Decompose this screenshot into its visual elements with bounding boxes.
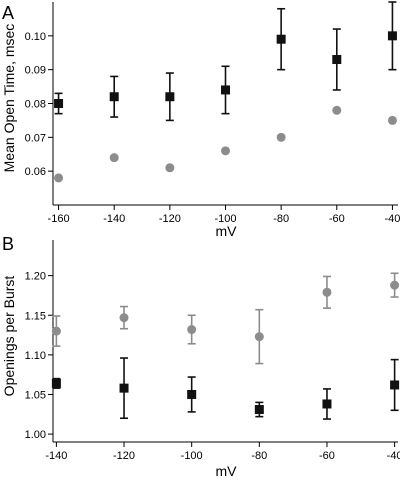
panel-b-y-tick-label: 1.15 xyxy=(25,310,46,322)
panel-a-y-tick-label: 0.06 xyxy=(25,166,46,178)
panel-a-x-tick-label: -40 xyxy=(384,213,400,225)
panel-a-y-tick-label: 0.10 xyxy=(25,31,46,43)
panel-a-y-tick-label: 0.07 xyxy=(25,132,46,144)
panel-a-y-tick-label: 0.09 xyxy=(25,65,46,77)
panel-a-circle-point xyxy=(165,163,175,173)
panel-b-x-axis-title: mV xyxy=(216,463,238,479)
panel-b-circle-point xyxy=(390,280,400,290)
panel-b-circle-point xyxy=(254,332,264,342)
panel-a-x-tick-label: -80 xyxy=(273,213,289,225)
panel-a: A Mean Open Time, msec mV 0.06 0.07 0.08 0.… xyxy=(1,1,400,239)
panel-a-x-tick-label: -160 xyxy=(48,213,70,225)
panel-a-x-tick-label: -100 xyxy=(214,213,236,225)
panel-b-square-point xyxy=(390,380,400,390)
panel-a-circle-point xyxy=(332,105,342,115)
panel-b-square-point xyxy=(187,389,197,399)
panel-b-x-tick-label: -60 xyxy=(319,450,335,462)
panel-b: B Openings per Burst mV 1.00 1.05 1.10 1.15… xyxy=(1,234,400,479)
panel-b-label: B xyxy=(2,234,14,254)
panel-b-x-tick-label: -140 xyxy=(45,450,67,462)
panel-b-square-point xyxy=(322,399,332,409)
panel-b-y-tick-label: 1.20 xyxy=(25,271,46,283)
panel-a-square-point xyxy=(165,92,175,102)
panel-b-circle-point xyxy=(187,325,197,335)
panel-a-square-point xyxy=(387,31,397,41)
panel-a-y-axis-title: Mean Open Time, msec xyxy=(1,24,17,173)
panel-b-y-tick-label: 1.10 xyxy=(25,350,46,362)
panel-a-square-point xyxy=(54,99,64,108)
panel-a-circle-point xyxy=(54,173,64,183)
panel-b-circle-point xyxy=(51,326,61,336)
panel-b-x-tick-label: -100 xyxy=(181,450,203,462)
panel-a-circle-point xyxy=(276,132,286,142)
panel-a-square-point xyxy=(221,85,230,95)
panel-a-square-point xyxy=(109,92,119,102)
panel-b-x-tick-label: -120 xyxy=(113,450,135,462)
panel-b-y-tick-label: 1.05 xyxy=(25,389,46,401)
panel-a-label: A xyxy=(2,3,14,23)
panel-a-circle-point xyxy=(109,153,119,163)
panel-a-x-tick-label: -60 xyxy=(329,213,345,225)
panel-a-x-axis-title: mV xyxy=(216,223,238,239)
panel-a-circle-point xyxy=(221,146,230,156)
panel-a-square-point xyxy=(332,55,342,65)
panel-b-y-tick-label: 1.00 xyxy=(25,429,46,441)
panel-a-x-tick-label: -120 xyxy=(159,213,181,225)
panel-b-x-tick-label: -40 xyxy=(387,450,400,462)
panel-b-circle-point xyxy=(119,313,129,323)
panel-a-square-point xyxy=(276,34,286,44)
panel-a-y-tick-label: 0.08 xyxy=(25,99,46,111)
panel-b-y-axis-title: Openings per Burst xyxy=(1,276,17,397)
panel-b-square-point xyxy=(51,378,61,388)
panel-b-square-point xyxy=(119,383,129,393)
panel-b-square-point xyxy=(254,405,264,415)
panel-a-x-tick-label: -140 xyxy=(103,213,125,225)
panel-b-x-tick-label: -80 xyxy=(251,450,267,462)
panel-b-circle-point xyxy=(322,287,332,297)
panel-a-circle-point xyxy=(387,115,397,125)
